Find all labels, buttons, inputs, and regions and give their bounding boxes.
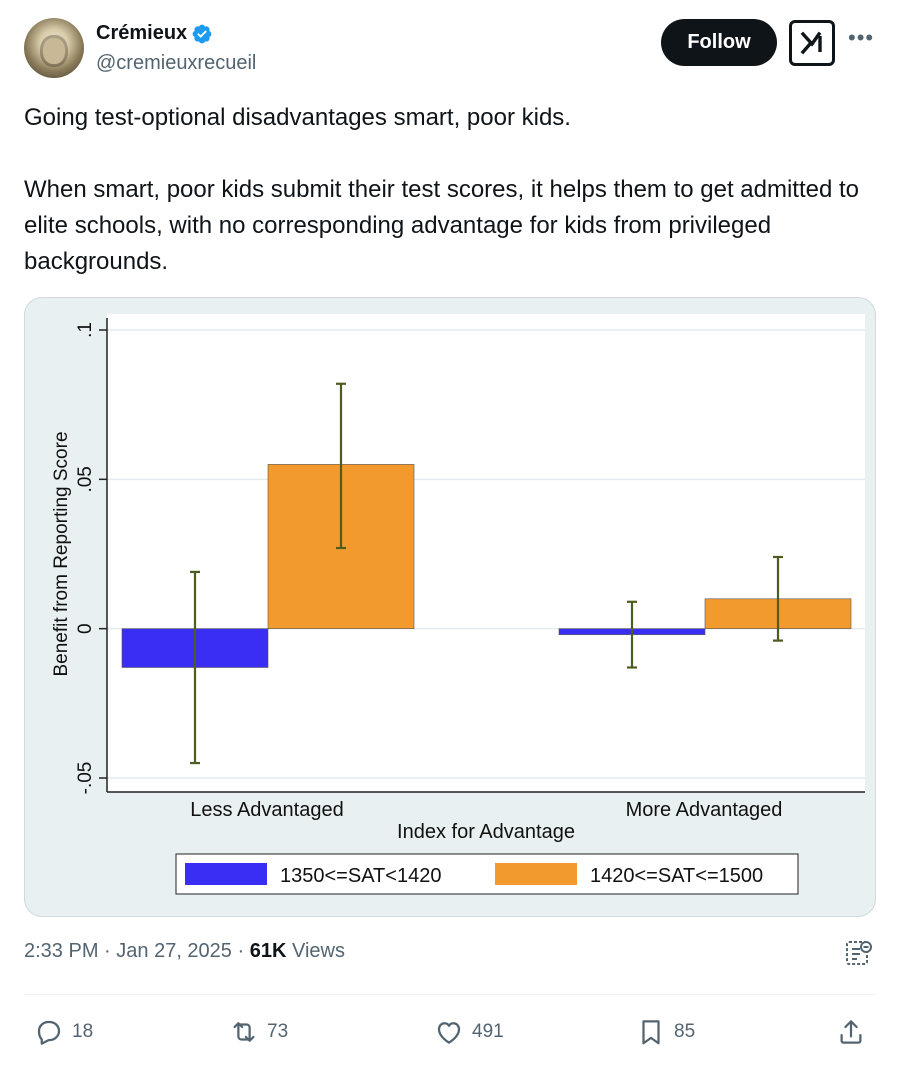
timestamp-time[interactable]: 2:33 PM: [24, 940, 99, 962]
follow-button[interactable]: Follow: [661, 19, 777, 66]
grok-icon[interactable]: [789, 20, 835, 66]
display-name[interactable]: Crémieux: [96, 22, 188, 44]
bar-chart: -.050.05.1 Benefit from Reporting Score …: [51, 314, 865, 895]
name-row: Crémieux: [96, 22, 213, 45]
legend: 1350<=SAT<1420 1420<=SAT<=1500: [175, 853, 799, 895]
y-tick-label: .1: [75, 322, 96, 338]
tweet-header: Crémieux @cremieuxrecueil Follow •••: [24, 18, 876, 82]
category-label-less: Less Advantaged: [190, 799, 343, 821]
action-bar: 18 73 491 85: [24, 1010, 876, 1054]
y-tick-label: -.05: [75, 762, 96, 795]
legend-label-1: 1350<=SAT<1420: [280, 865, 441, 887]
meta-separator: ·: [237, 940, 250, 962]
y-axis-label: Benefit from Reporting Score: [51, 431, 72, 676]
legend-box: [175, 853, 799, 895]
error-bar: [190, 570, 200, 765]
y-tick-label: 0: [75, 623, 96, 634]
verified-badge-icon[interactable]: [191, 23, 213, 45]
tweet-image[interactable]: -.05 0.05.1 Benefit from Reporting Score …: [24, 297, 876, 917]
error-bar: [336, 382, 346, 550]
repost-button[interactable]: 73: [229, 1010, 288, 1054]
like-count: 491: [472, 1021, 504, 1042]
share-button[interactable]: [836, 1010, 866, 1054]
views-count: 61K: [249, 940, 287, 962]
share-icon: [840, 1020, 862, 1044]
handle[interactable]: @cremieuxrecueil: [96, 52, 257, 74]
like-button[interactable]: 491: [434, 1010, 504, 1054]
reply-count: 18: [72, 1021, 94, 1042]
error-bar: [773, 555, 783, 642]
error-bar: [627, 600, 637, 669]
tweet-meta: 2:33 PM · Jan 27, 2025 · 61K Views: [24, 940, 345, 963]
legend-swatch-2: [495, 863, 577, 885]
tweet-text-line-2: When smart, poor kids submit their test …: [24, 176, 860, 275]
more-icon[interactable]: •••: [848, 25, 875, 50]
repost-icon: [233, 1022, 255, 1042]
analytics-icon[interactable]: [844, 938, 874, 968]
tweet-text: Going test-optional disadvantages smart,…: [24, 100, 876, 280]
legend-label-2: 1420<=SAT<=1500: [590, 865, 763, 887]
timestamp-date[interactable]: Jan 27, 2025: [116, 940, 232, 962]
y-tick-label: .05: [75, 466, 96, 492]
legend-swatch-1: [185, 863, 267, 885]
bookmark-count: 85: [674, 1021, 696, 1042]
category-label-more: More Advantaged: [626, 799, 783, 821]
plot-area-background: [107, 314, 865, 792]
bookmark-button[interactable]: 85: [636, 1010, 695, 1054]
avatar[interactable]: [24, 18, 84, 78]
reply-button[interactable]: 18: [34, 1010, 93, 1054]
meta-separator: ·: [104, 940, 117, 962]
x-axis-label: Index for Advantage: [397, 821, 575, 843]
reply-icon: [37, 1020, 61, 1045]
like-icon: [437, 1022, 461, 1044]
bookmark-icon: [642, 1020, 660, 1045]
divider: [24, 994, 876, 995]
views-label: Views: [291, 940, 345, 962]
repost-count: 73: [267, 1021, 289, 1042]
tweet-text-line-1: Going test-optional disadvantages smart,…: [24, 104, 571, 131]
